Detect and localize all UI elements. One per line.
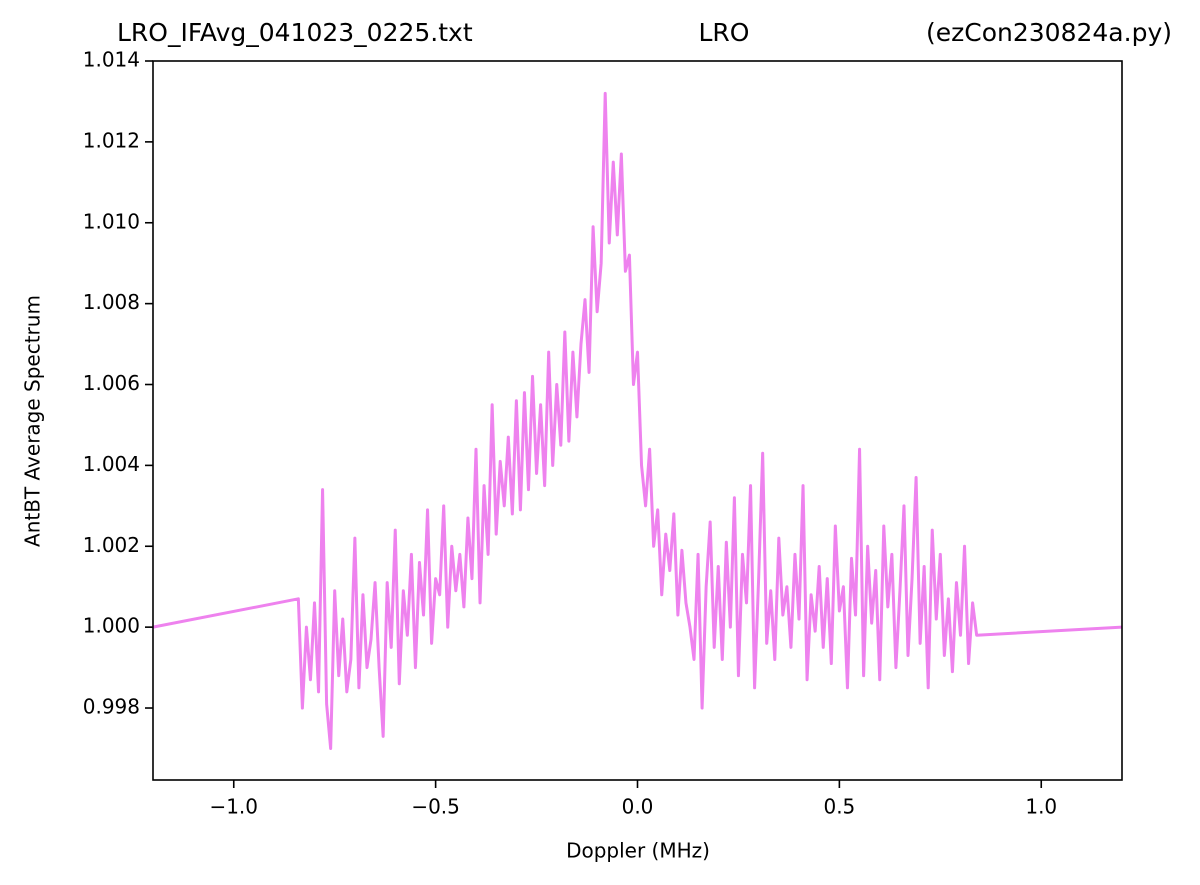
y-tick-label: 1.010 bbox=[83, 209, 140, 233]
y-tick-label: 1.004 bbox=[83, 452, 140, 476]
y-tick-label: 0.998 bbox=[83, 695, 140, 719]
plot-frame bbox=[152, 60, 1123, 781]
y-tick-label: 1.006 bbox=[83, 371, 140, 395]
x-tick-label: 0.5 bbox=[823, 795, 855, 819]
y-axis-label: AntBT Average Spectrum bbox=[21, 295, 45, 547]
x-tick-label: −1.0 bbox=[209, 795, 258, 819]
y-tick-label: 1.014 bbox=[83, 48, 140, 72]
y-tick-label: 1.012 bbox=[83, 128, 140, 152]
x-axis-label: Doppler (MHz) bbox=[566, 839, 710, 863]
y-tick-label: 1.008 bbox=[83, 290, 140, 314]
x-tick-label: −0.5 bbox=[411, 795, 460, 819]
x-tick-label: 0.0 bbox=[622, 795, 654, 819]
title-center: LRO bbox=[699, 18, 750, 47]
title-left: LRO_IFAvg_041023_0225.txt bbox=[117, 18, 473, 47]
x-tick-label: 1.0 bbox=[1025, 795, 1057, 819]
title-right: (ezCon230824a.py) bbox=[926, 18, 1172, 47]
y-tick-label: 1.000 bbox=[83, 614, 140, 638]
data-line bbox=[152, 91, 1123, 750]
y-tick-label: 1.002 bbox=[83, 533, 140, 557]
